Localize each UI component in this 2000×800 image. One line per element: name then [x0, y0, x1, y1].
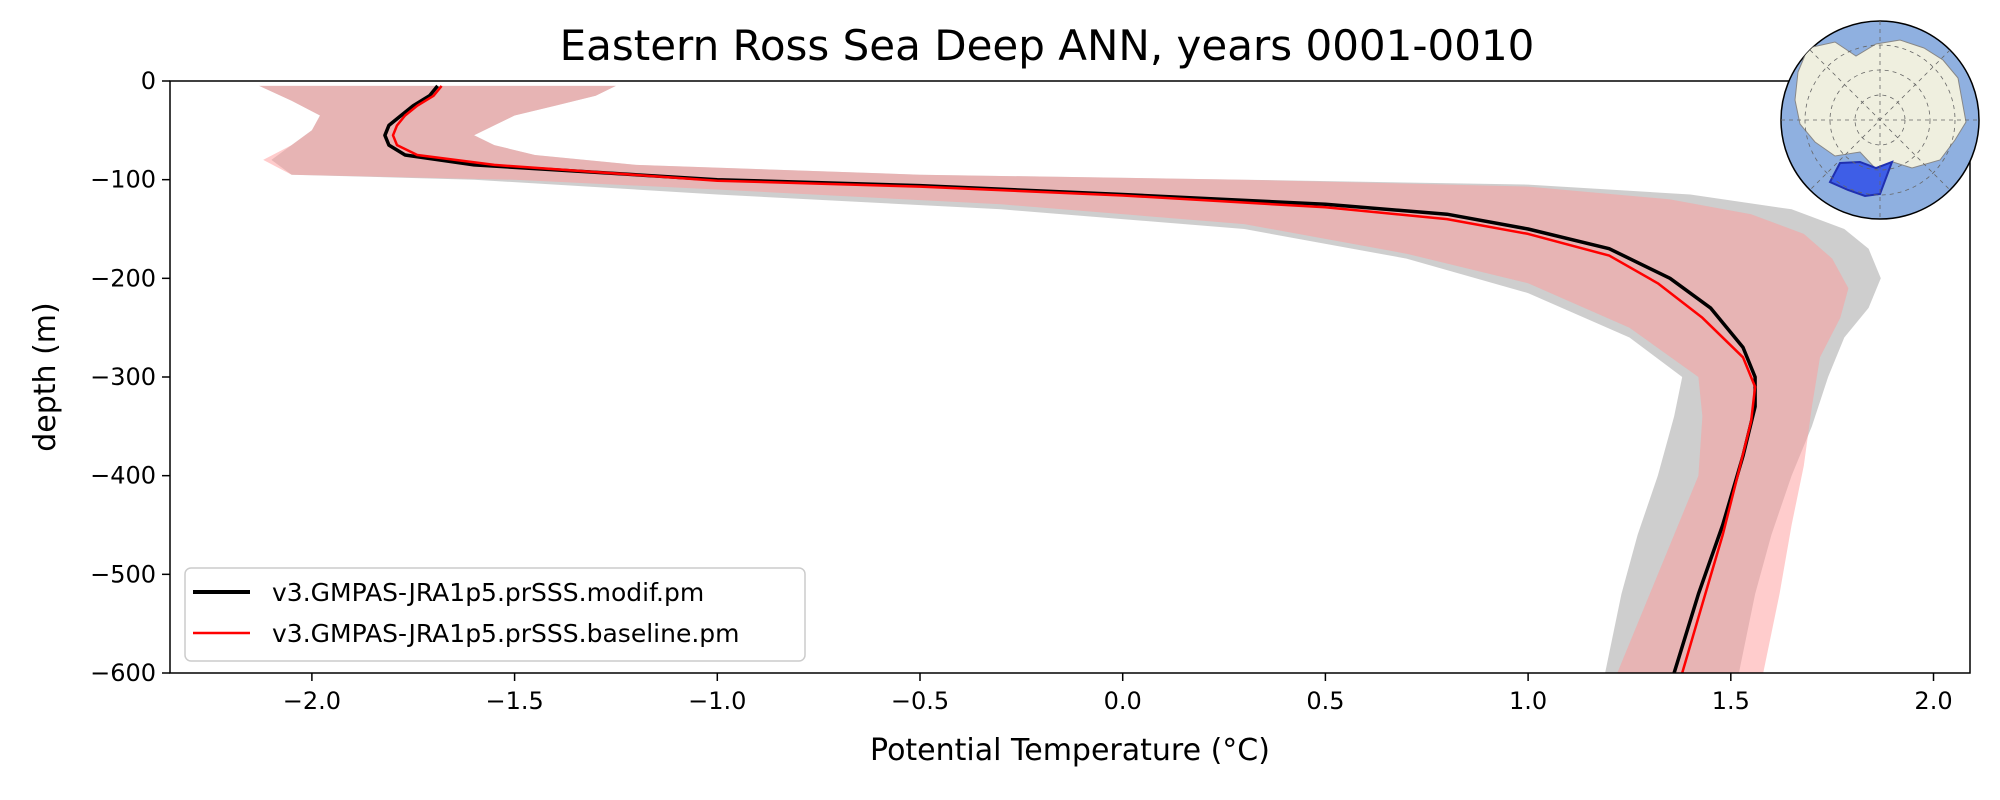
y-tick-label: −200	[90, 264, 156, 292]
inset-graticule	[1781, 21, 1979, 219]
legend-label-baseline: v3.GMPAS-JRA1p5.prSSS.baseline.pm	[272, 619, 740, 648]
x-tick-label: −0.5	[891, 687, 949, 715]
x-tick-label: −1.5	[485, 687, 543, 715]
legend: v3.GMPAS-JRA1p5.prSSS.modif.pm v3.GMPAS-…	[184, 567, 806, 662]
series-line-baseline	[391, 85, 1757, 673]
uncertainty-bands	[259, 85, 1881, 673]
y-tick-label: −400	[90, 462, 156, 490]
x-axis-ticks: −2.0 −1.5 −1.0 −0.5 0.0 0.5 1.0 1.5 2.0	[283, 673, 1953, 715]
x-tick-label: 1.0	[1509, 687, 1547, 715]
region-inset-map	[1780, 20, 1980, 220]
x-tick-label: 1.5	[1712, 687, 1750, 715]
x-tick-label: 2.0	[1914, 687, 1952, 715]
chart-title: Eastern Ross Sea Deep ANN, years 0001-00…	[560, 21, 1535, 70]
y-tick-label: −500	[90, 560, 156, 588]
legend-label-modif: v3.GMPAS-JRA1p5.prSSS.modif.pm	[272, 578, 704, 607]
y-axis-ticks: 0 −100 −200 −300 −400 −500 −600	[90, 67, 170, 687]
inset-antarctica-land	[1794, 39, 1967, 169]
y-tick-label: 0	[141, 67, 156, 95]
legend-box	[184, 567, 806, 662]
y-tick-label: −300	[90, 363, 156, 391]
y-tick-label: −100	[90, 166, 156, 194]
x-tick-label: −1.0	[688, 687, 746, 715]
x-tick-label: −2.0	[283, 687, 341, 715]
band-baseline	[259, 85, 1849, 673]
series-lines	[383, 84, 1757, 673]
series-line-modif	[383, 84, 1757, 673]
inset-region-highlight	[1828, 160, 1894, 198]
y-tick-label: −600	[90, 659, 156, 687]
y-axis-label: depth (m)	[28, 302, 63, 452]
x-tick-label: 0.0	[1104, 687, 1142, 715]
x-axis-label: Potential Temperature (°C)	[870, 733, 1270, 768]
x-tick-label: 0.5	[1306, 687, 1344, 715]
